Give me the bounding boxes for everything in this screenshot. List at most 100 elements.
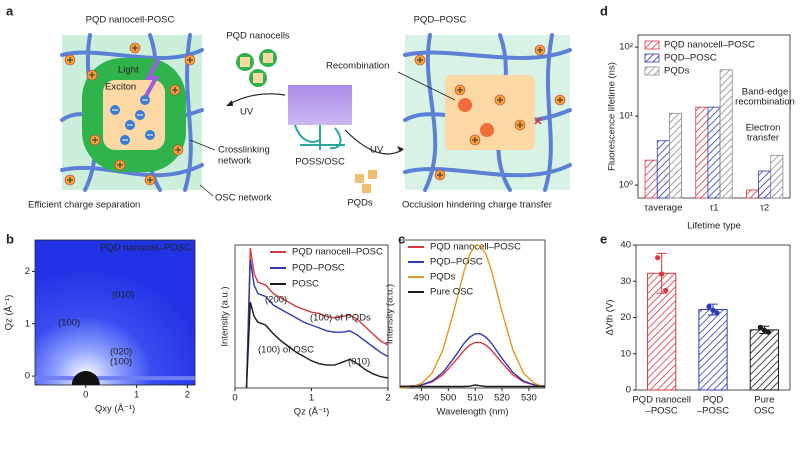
scheme-label: PQD nanocells (226, 31, 290, 42)
x-tick-label: 2 (185, 390, 190, 401)
legend-label: PQD nanocell–POSC (430, 242, 521, 253)
legend-label: POSC (292, 279, 319, 290)
plus-sign (437, 172, 443, 178)
annotation: (020) (110, 347, 132, 358)
panel-label: b (6, 231, 14, 246)
annotation: (100) of OSC (258, 345, 314, 356)
y-tick-label: 20 (620, 312, 631, 323)
plot-frame (399, 239, 546, 389)
horizon-band (35, 376, 195, 381)
panel-label: e (600, 231, 607, 246)
annotation: Band-edge (742, 87, 788, 98)
arrow (227, 93, 286, 106)
plus-sign (187, 57, 193, 63)
plus-sign (89, 72, 95, 78)
legend-label: PQD–POSC (292, 263, 345, 274)
x-tick-label: 2 (385, 393, 390, 404)
leader (189, 139, 216, 197)
bar (770, 154, 784, 199)
x-tick-label: –POSC (646, 406, 678, 417)
data-point (761, 327, 767, 333)
scheme-label: Recombination (326, 61, 389, 72)
x-tick-label: 530 (521, 393, 537, 404)
plus-sign (67, 177, 73, 183)
plus-sign (92, 137, 98, 143)
beam-stop (71, 371, 100, 385)
legend-label: PQD nanocell–POSC (292, 247, 383, 258)
scheme-title: PQD nanocell-POSC (86, 15, 175, 26)
giwaxs-image (35, 240, 195, 385)
pqd-icon (355, 174, 364, 183)
left-scheme (60, 33, 204, 192)
data-point (714, 310, 720, 316)
series-line (399, 341, 546, 388)
x-tick-label: PQD nanocell (632, 395, 691, 406)
pqd (445, 75, 535, 150)
bar (695, 106, 709, 199)
annotation: Electron (746, 123, 781, 134)
annotation: (100) of PQDs (310, 313, 371, 324)
series-line (399, 244, 546, 389)
x-tick-label: 490 (414, 393, 430, 404)
y-axis-label: Intensity (a.u.) (385, 284, 396, 344)
annotation: recombination (735, 97, 795, 108)
data-point (710, 307, 716, 313)
annotation: (010) (348, 357, 370, 368)
annotation: transfer (747, 133, 779, 144)
data-point (663, 287, 669, 293)
plus-sign (557, 97, 563, 103)
plus-sign (497, 97, 503, 103)
y-tick-label: 10⁰ (619, 180, 634, 191)
x-tick-label: PQD (703, 395, 724, 406)
scheme-label: PQDs (347, 198, 373, 209)
x-tick-label: 510 (467, 393, 483, 404)
scheme-caption: Occlusion hindering charge transfer (402, 200, 552, 211)
block-mark (534, 117, 542, 125)
x-tick-label: 0 (83, 390, 88, 401)
light-bolt (144, 59, 160, 97)
legend-label: Pure OSC (430, 287, 473, 298)
bar (644, 159, 658, 199)
scheme-label: network (218, 156, 252, 167)
data-point (706, 304, 712, 310)
series-line (400, 384, 545, 388)
arrow (344, 129, 403, 155)
x-tick-label: 0 (232, 393, 237, 404)
series-line (399, 333, 546, 388)
plus-sign (537, 47, 543, 53)
x-tick-label: τ1 (709, 203, 718, 214)
scheme-caption: Efficient charge separation (28, 200, 140, 211)
scheme-label: Exciton (105, 82, 136, 93)
y-tick-label: 1 (25, 318, 30, 329)
pqd-icon (368, 170, 377, 179)
bar (656, 140, 670, 199)
nanocell-icon (263, 53, 273, 63)
legend-label: PQDs (664, 66, 690, 77)
x-tick-label: 1 (134, 390, 139, 401)
bar (669, 112, 682, 199)
plus-sign (417, 57, 423, 63)
y-axis-label: Qz (Å⁻¹) (4, 295, 15, 331)
recombination (480, 123, 494, 137)
series-line (245, 259, 389, 389)
data-point (655, 255, 661, 261)
data-point (659, 271, 665, 277)
y-tick-label: 40 (620, 240, 631, 251)
legend-label: PQD–POSC (430, 257, 483, 268)
x-tick-label: Pure (754, 395, 774, 406)
panel-label: c (398, 231, 405, 246)
x-tick-label: τ2 (760, 203, 769, 214)
y-tick-label: 30 (620, 276, 631, 287)
x-tick-label: 500 (440, 393, 456, 404)
y-tick-label: 2 (25, 266, 30, 277)
osc-molecule (294, 124, 345, 150)
scheme-label: OSC network (215, 193, 272, 204)
center-scheme (189, 49, 404, 197)
plus-sign (132, 45, 138, 51)
plus-sign (517, 122, 523, 128)
plus-sign (147, 177, 153, 183)
legend-swatch (644, 66, 660, 76)
panel-label: a (6, 3, 14, 18)
x-axis-label: Qz (Å⁻¹) (294, 407, 330, 418)
